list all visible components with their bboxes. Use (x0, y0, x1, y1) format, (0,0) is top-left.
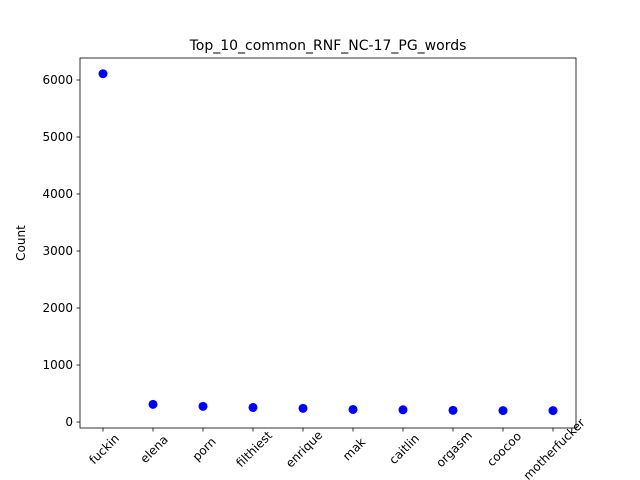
point (448, 405, 458, 415)
chart-title: Top_10_common_RNF_NC-17_PG_words (189, 38, 467, 54)
y-tick-label: 2000 (42, 301, 73, 315)
y-tick-label: 1000 (42, 358, 73, 372)
point (398, 405, 408, 415)
y-tick-label: 6000 (42, 73, 73, 87)
y-axis-label: Count (14, 225, 28, 261)
point (548, 406, 558, 416)
point (198, 401, 208, 411)
point (298, 403, 308, 413)
point (248, 402, 258, 412)
y-tick-label: 4000 (42, 187, 73, 201)
point (348, 404, 358, 414)
y-tick-label: 3000 (42, 244, 73, 258)
axes-frame (79, 57, 577, 429)
point (98, 69, 108, 79)
y-tick-label: 0 (65, 415, 73, 429)
point (498, 406, 508, 416)
y-tick-label: 5000 (42, 130, 73, 144)
point (148, 399, 158, 409)
